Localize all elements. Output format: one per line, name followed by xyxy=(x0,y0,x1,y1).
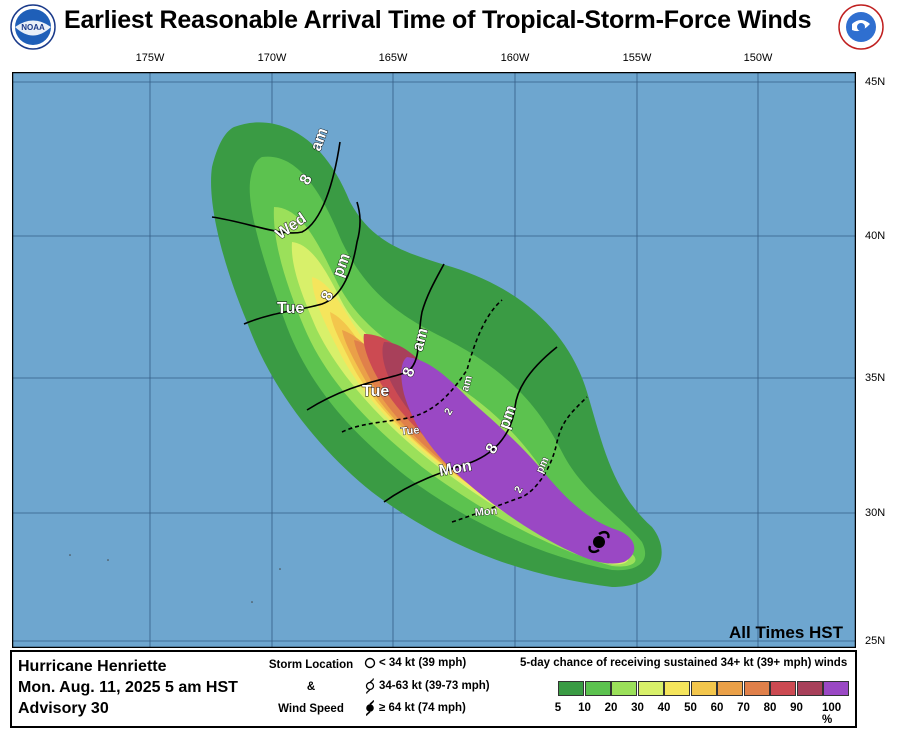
wind-row-weak-label: < 34 kt (39 mph) xyxy=(379,657,467,669)
probability-tick-1: 10 xyxy=(578,702,591,714)
nws-logo xyxy=(838,4,884,50)
probability-swatch-7 xyxy=(743,681,770,696)
probability-swatch-8 xyxy=(770,681,796,696)
wind-row-weak: < 34 kt (39 mph) xyxy=(364,657,466,669)
probability-tick-7: 70 xyxy=(737,702,750,714)
noaa-logo: NOAA xyxy=(10,4,56,50)
probability-swatch-6 xyxy=(717,681,743,696)
arrival-isochrones xyxy=(211,141,588,523)
probability-swatch-2 xyxy=(611,681,637,696)
lon-label-160w: 160W xyxy=(500,52,530,64)
probability-tick-6: 60 xyxy=(710,702,724,714)
probability-swatch-4 xyxy=(664,681,690,696)
lat-label-25n: 25N xyxy=(865,635,886,647)
probability-swatch-10 xyxy=(823,681,849,696)
wind-row-tropical-storm: 34-63 kt (39-73 mph) xyxy=(364,678,490,694)
open-circle-icon xyxy=(364,657,376,669)
forecast-map xyxy=(12,72,856,648)
wind-row-tropical-storm-label: 34-63 kt (39-73 mph) xyxy=(379,680,490,692)
probability-swatch-5 xyxy=(690,681,717,696)
probability-swatch-1 xyxy=(584,681,611,696)
probability-tick-2: 20 xyxy=(604,702,618,714)
lon-label-170w: 170W xyxy=(257,52,287,64)
probability-swatch-3 xyxy=(637,681,664,696)
hurricane-symbol xyxy=(588,530,610,554)
legend-panel: Hurricane Henriette Mon. Aug. 11, 2025 5… xyxy=(10,650,857,728)
probability-tick-9: 90 xyxy=(790,702,803,714)
land-dots xyxy=(69,554,281,603)
wind-speed-label: Wind Speed xyxy=(278,703,344,715)
ampersand-label: & xyxy=(306,681,316,693)
page-title: Earliest Reasonable Arrival Time of Trop… xyxy=(64,6,812,34)
lon-label-155w: 155W xyxy=(622,52,652,64)
storm-location-label: Storm Location xyxy=(268,659,354,671)
band-100 xyxy=(401,357,635,564)
advisory-number: Advisory 30 xyxy=(18,700,109,717)
wind-row-hurricane-label: ≥ 64 kt (74 mph) xyxy=(379,702,466,714)
lat-label-45n: 45N xyxy=(865,76,886,88)
probability-swatch-0 xyxy=(558,681,584,696)
storm-info: Hurricane Henriette Mon. Aug. 11, 2025 5… xyxy=(18,656,238,719)
svg-text:NOAA: NOAA xyxy=(21,23,45,32)
tropical-storm-icon xyxy=(365,678,375,694)
band-10 xyxy=(249,156,646,571)
lon-label-165w: 165W xyxy=(378,52,408,64)
wind-row-hurricane: ≥ 64 kt (74 mph) xyxy=(364,700,466,716)
probability-title: 5-day chance of receiving sustained 34+ … xyxy=(520,657,848,669)
storm-name: Hurricane Henriette xyxy=(18,658,167,675)
probability-tick-0: 5 xyxy=(554,702,562,714)
hurricane-icon xyxy=(365,700,375,716)
probability-swath xyxy=(211,122,662,588)
lat-label-30n: 30N xyxy=(865,507,886,519)
lon-label-150w: 150W xyxy=(743,52,773,64)
probability-tick-3: 30 xyxy=(631,702,644,714)
lat-label-35n: 35N xyxy=(865,372,886,384)
lat-label-40n: 40N xyxy=(865,230,886,242)
probability-tick-10: 100 % xyxy=(822,702,842,726)
probability-swatch-9 xyxy=(796,681,823,696)
lon-label-175w: 175W xyxy=(135,52,165,64)
probability-tick-5: 50 xyxy=(684,702,697,714)
advisory-time: Mon. Aug. 11, 2025 5 am HST xyxy=(18,679,238,696)
probability-tick-8: 80 xyxy=(763,702,777,714)
probability-tick-4: 40 xyxy=(657,702,671,714)
